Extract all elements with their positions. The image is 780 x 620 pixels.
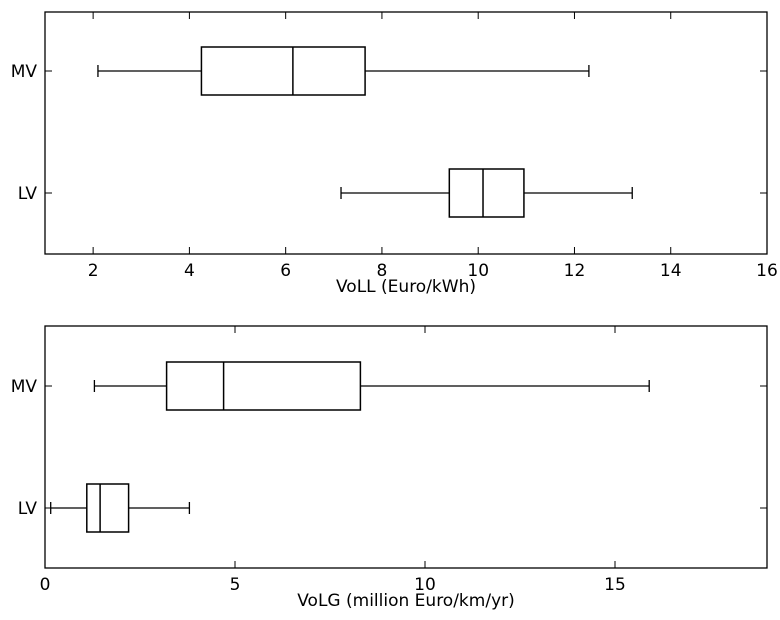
iqr-box [86, 483, 130, 533]
volg-boxplot-panel: 0 5 10 15 VoLG (million Euro/km/yr) MV LV [11, 325, 768, 611]
x-axis-title: VoLG (million Euro/km/yr) [297, 591, 515, 611]
x-tick-label: 0 [40, 575, 51, 595]
iqr-box [200, 46, 366, 96]
x-tick-label: 5 [230, 575, 241, 595]
x-tick-label: 12 [564, 261, 586, 281]
x-tick-label: 4 [184, 261, 195, 281]
y-category-label: LV [18, 499, 38, 519]
y-category-label: MV [11, 62, 38, 82]
iqr-box [448, 168, 525, 218]
x-tick-label: 10 [467, 261, 489, 281]
x-tick-label: 16 [756, 261, 778, 281]
x-tick-label: 15 [604, 575, 626, 595]
x-tick-label: 14 [660, 261, 682, 281]
x-tick-label: 2 [88, 261, 99, 281]
y-category-label: MV [11, 377, 38, 397]
x-tick-label: 10 [414, 575, 436, 595]
x-axis-title: VoLL (Euro/kWh) [336, 277, 476, 297]
x-tick-label: 8 [377, 261, 388, 281]
plot-frame [44, 11, 768, 255]
plot-frame [44, 325, 768, 569]
x-tick-label: 6 [280, 261, 291, 281]
y-category-label: LV [18, 184, 38, 204]
voll-boxplot-panel: 2 4 6 8 10 12 14 16 VoLL (Euro/kWh) MV LV [11, 11, 778, 297]
iqr-box [165, 361, 362, 411]
